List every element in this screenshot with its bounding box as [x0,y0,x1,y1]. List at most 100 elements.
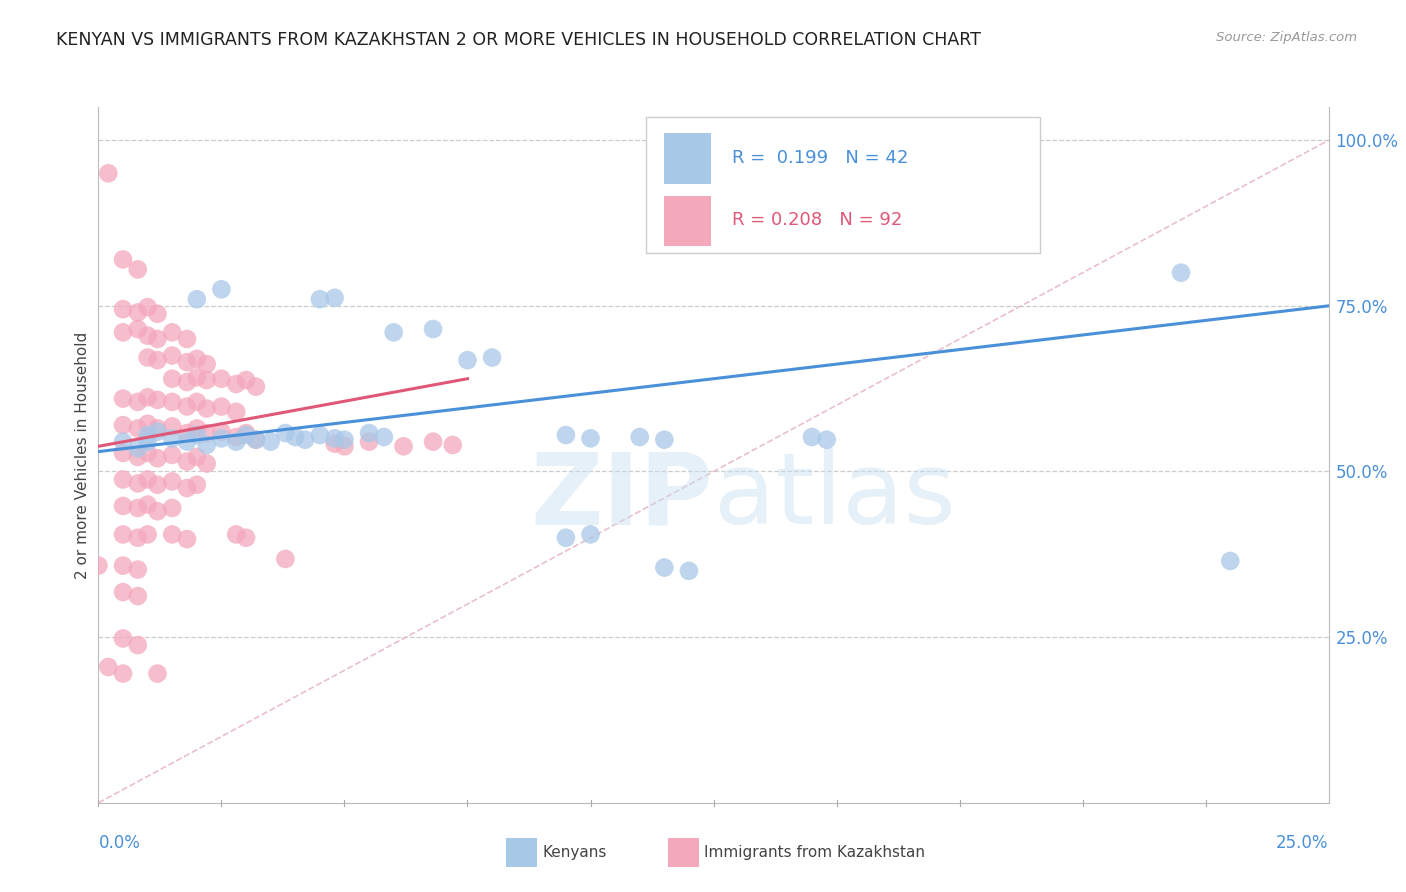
Point [176,425,198,440]
Point [555,531,578,545]
Point [309,292,332,306]
Point [333,433,356,447]
Point [136,446,159,460]
Point [245,433,267,447]
Point [195,457,218,471]
Point [176,332,198,346]
Point [309,428,332,442]
Point [211,400,233,414]
Point [211,372,233,386]
Point [186,450,208,464]
Point [176,355,198,369]
Point [127,531,149,545]
Point [225,430,247,444]
Point [245,433,267,447]
Point [323,291,346,305]
Point [333,439,356,453]
Point [176,400,198,414]
Point [112,527,135,541]
Text: Source: ZipAtlas.com: Source: ZipAtlas.com [1216,31,1357,45]
Point [97,660,120,674]
Point [112,418,135,433]
Point [127,442,149,456]
Point [323,431,346,445]
Point [112,472,135,486]
Point [815,433,838,447]
Point [136,428,159,442]
Point [1219,554,1241,568]
Point [127,262,149,277]
Text: 25.0%: 25.0% [1277,834,1329,852]
FancyBboxPatch shape [665,196,711,246]
Point [225,405,247,419]
Point [112,446,135,460]
Point [235,425,257,440]
Point [112,302,135,317]
Point [162,527,183,541]
Point [235,531,257,545]
Point [146,666,169,681]
Point [195,373,218,387]
Point [195,425,218,440]
Text: ZIP: ZIP [530,448,714,545]
Point [127,305,149,319]
Point [323,436,346,450]
Point [176,375,198,389]
Point [162,372,183,386]
Point [456,353,478,368]
Point [678,564,700,578]
Point [211,282,233,296]
Point [176,481,198,495]
Point [186,292,208,306]
Point [112,585,135,599]
Point [186,477,208,491]
Point [112,392,135,406]
Point [176,532,198,546]
Point [162,395,183,409]
Point [186,370,208,384]
Point [97,166,120,180]
Point [112,632,135,646]
Point [186,421,208,435]
FancyBboxPatch shape [665,134,711,184]
Point [146,353,169,368]
Point [225,434,247,449]
Point [274,425,297,440]
Point [146,425,169,439]
Text: R =  0.199   N = 42: R = 0.199 N = 42 [733,149,908,167]
FancyBboxPatch shape [645,118,1039,253]
Text: 0.0%: 0.0% [98,834,141,852]
Point [260,434,283,449]
Point [195,438,218,452]
Point [162,500,183,515]
Point [441,438,464,452]
Point [127,476,149,491]
Point [127,500,149,515]
Text: R = 0.208   N = 92: R = 0.208 N = 92 [733,211,903,229]
Point [225,377,247,392]
Point [481,351,503,365]
Point [195,357,218,371]
Point [127,589,149,603]
Point [801,430,824,444]
Point [112,434,135,449]
Point [176,434,198,449]
Point [136,527,159,541]
Point [136,498,159,512]
Point [112,558,135,573]
Text: atlas: atlas [714,448,955,545]
Point [211,425,233,439]
Point [579,527,602,541]
Point [162,419,183,434]
Point [136,351,159,365]
Point [112,499,135,513]
Point [146,332,169,346]
Point [162,431,183,445]
Point [382,326,405,340]
Point [162,349,183,363]
Point [136,417,159,431]
Point [211,431,233,445]
Point [146,392,169,407]
Point [186,351,208,366]
Point [136,300,159,314]
